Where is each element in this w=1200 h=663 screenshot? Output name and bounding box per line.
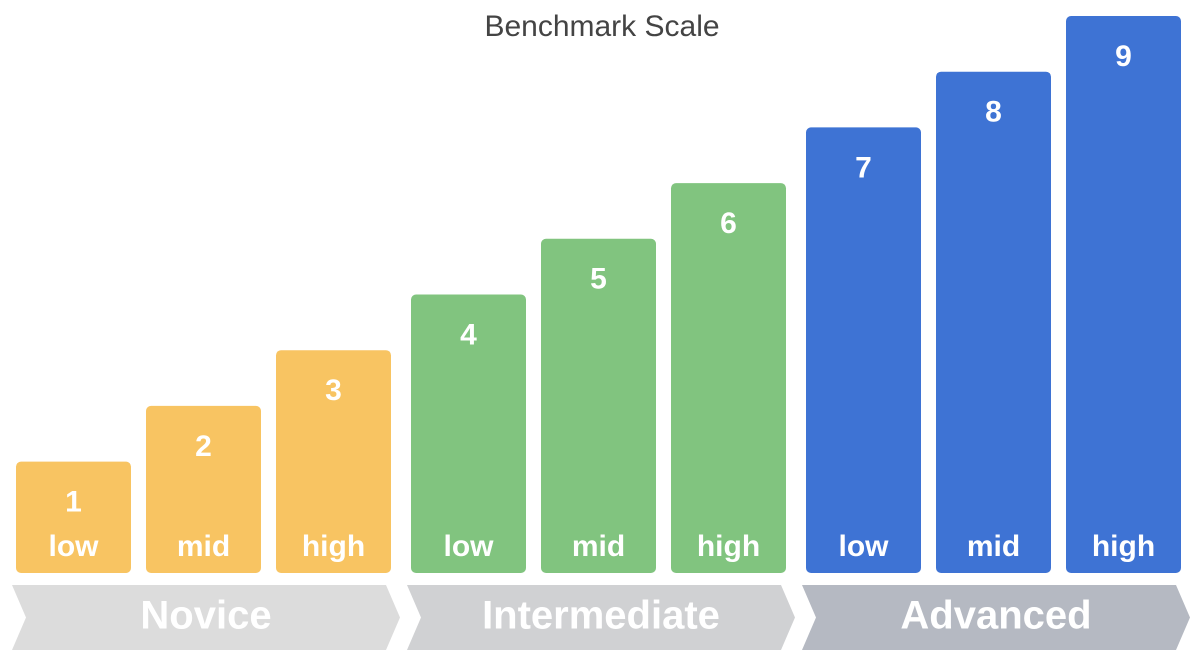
category-label: high: [302, 530, 365, 563]
category-label: high: [1092, 530, 1155, 563]
value-label: 9: [1115, 40, 1132, 73]
value-label: 1: [65, 486, 82, 519]
category-label: low: [49, 530, 100, 563]
value-label: 2: [195, 430, 212, 463]
bar: [16, 461, 131, 573]
chart-title: Benchmark Scale: [484, 10, 719, 43]
group-label: Novice: [140, 594, 271, 638]
value-label: 5: [590, 263, 607, 296]
category-label: mid: [967, 530, 1020, 563]
bar: [936, 71, 1051, 573]
bar: [671, 183, 786, 573]
bar: [411, 294, 526, 573]
bar: [541, 238, 656, 574]
category-label: low: [839, 530, 890, 563]
group-band: [407, 585, 795, 650]
bar: [276, 350, 391, 573]
category-label: mid: [177, 530, 230, 563]
value-label: 7: [855, 151, 872, 184]
group-label: Advanced: [900, 594, 1091, 638]
category-label: low: [444, 530, 495, 563]
value-label: 8: [985, 96, 1002, 129]
group-label: Intermediate: [482, 594, 720, 638]
value-label: 3: [325, 374, 342, 407]
group-band: [12, 585, 400, 650]
category-label: mid: [572, 530, 625, 563]
bar: [806, 127, 921, 574]
group-band: [802, 585, 1190, 650]
bar: [1066, 16, 1181, 573]
value-label: 4: [460, 318, 477, 351]
value-label: 6: [720, 207, 737, 240]
category-label: high: [697, 530, 760, 563]
bar: [146, 405, 261, 573]
